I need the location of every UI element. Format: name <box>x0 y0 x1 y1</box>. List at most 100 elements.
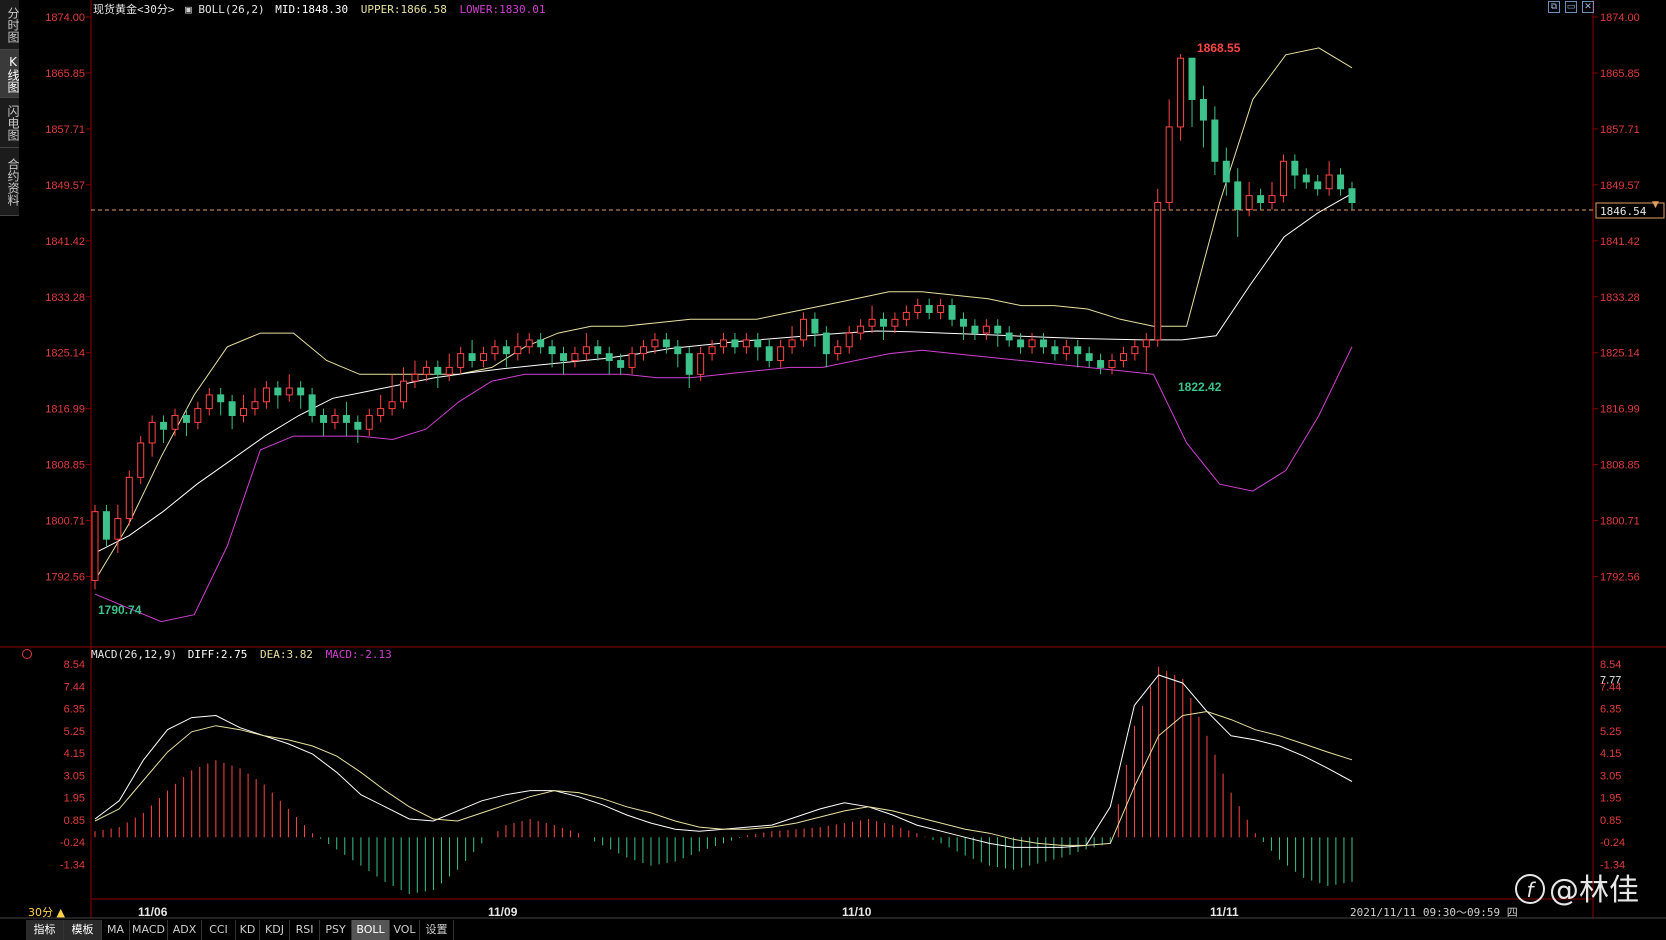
candle[interactable] <box>1245 195 1253 210</box>
toolbar-tab-0[interactable]: 指标 <box>26 920 64 940</box>
toolbar-tab-4[interactable]: ADX <box>168 920 202 940</box>
candle[interactable] <box>857 325 865 334</box>
period-selector[interactable]: 30分 ▲ <box>28 906 65 919</box>
candle[interactable] <box>320 414 328 423</box>
toolbar-tab-2[interactable]: MA <box>102 920 130 940</box>
candle[interactable] <box>765 346 773 362</box>
candle[interactable] <box>891 318 899 327</box>
toolbar-tab-11[interactable]: VOL <box>390 920 420 940</box>
candle[interactable] <box>1074 346 1082 355</box>
candle[interactable] <box>822 332 830 355</box>
candle[interactable] <box>148 421 156 444</box>
candle[interactable] <box>731 339 739 348</box>
candle[interactable] <box>720 339 727 348</box>
candle[interactable] <box>742 339 750 348</box>
candle[interactable] <box>480 353 488 362</box>
candle[interactable] <box>468 353 476 362</box>
candle[interactable] <box>262 387 270 403</box>
toolbar-tab-8[interactable]: RSI <box>290 920 320 940</box>
candle[interactable] <box>217 394 225 403</box>
candle[interactable] <box>251 401 259 410</box>
candle[interactable] <box>1005 332 1013 341</box>
candle[interactable] <box>331 414 339 423</box>
candle[interactable] <box>194 408 202 423</box>
candle[interactable] <box>571 353 579 362</box>
candles[interactable] <box>91 54 1356 590</box>
candle[interactable] <box>605 353 613 362</box>
candle[interactable] <box>1165 126 1173 204</box>
candle[interactable] <box>91 511 99 581</box>
candle[interactable] <box>971 325 979 334</box>
candle[interactable] <box>388 401 396 410</box>
side-tab-kline[interactable]: K线图 <box>0 50 20 98</box>
toolbar-tab-5[interactable]: CCI <box>202 920 236 940</box>
candle[interactable] <box>628 353 636 368</box>
candle[interactable] <box>205 394 213 410</box>
candle[interactable] <box>674 346 682 355</box>
boll-settings-icon[interactable]: ▣ <box>185 3 192 16</box>
candle[interactable] <box>925 305 933 313</box>
candle[interactable] <box>308 394 316 416</box>
candle[interactable] <box>1142 339 1150 348</box>
candle[interactable] <box>1302 174 1310 183</box>
candle[interactable] <box>514 346 522 355</box>
candle[interactable] <box>1177 57 1185 128</box>
candle[interactable] <box>1051 346 1059 355</box>
toolbar-tab-9[interactable]: PSY <box>320 920 352 940</box>
candle[interactable] <box>525 339 533 348</box>
candle[interactable] <box>102 511 110 540</box>
candle[interactable] <box>137 442 145 478</box>
candle[interactable] <box>422 366 430 375</box>
candle[interactable] <box>868 318 876 327</box>
candle[interactable] <box>1211 119 1219 162</box>
candle[interactable] <box>1325 174 1333 190</box>
candle[interactable] <box>377 408 385 416</box>
candle[interactable] <box>845 332 853 348</box>
minimize-window-icon[interactable]: ▭ <box>1565 1 1577 13</box>
candle[interactable] <box>1108 360 1116 368</box>
candle[interactable] <box>228 401 236 416</box>
candle[interactable] <box>560 353 568 362</box>
candle[interactable] <box>297 387 305 396</box>
candle[interactable] <box>582 346 590 355</box>
candle[interactable] <box>342 414 350 423</box>
candle[interactable] <box>959 318 967 327</box>
candle[interactable] <box>1085 353 1093 362</box>
candle[interactable] <box>502 346 510 355</box>
candle[interactable] <box>1199 98 1207 121</box>
candle[interactable] <box>457 353 465 368</box>
candle[interactable] <box>125 476 133 520</box>
candle[interactable] <box>1279 160 1287 197</box>
candle[interactable] <box>948 305 956 320</box>
candle[interactable] <box>491 346 499 355</box>
candle[interactable] <box>1062 346 1070 355</box>
candle[interactable] <box>274 387 282 396</box>
candle[interactable] <box>182 414 190 423</box>
toolbar-tab-12[interactable]: 设置 <box>420 920 454 940</box>
toolbar-tab-1[interactable]: 模板 <box>64 920 102 940</box>
candle[interactable] <box>1017 339 1025 348</box>
candle[interactable] <box>697 353 705 375</box>
side-tab-timeshare[interactable]: 分时图 <box>0 0 20 50</box>
candle[interactable] <box>285 387 293 396</box>
toolbar-tab-6[interactable]: KD <box>236 920 260 940</box>
candle[interactable] <box>240 408 248 416</box>
toolbar-tab-10[interactable]: BOLL <box>352 920 390 940</box>
candle[interactable] <box>708 346 716 355</box>
side-tab-flash[interactable]: 闪电图 <box>0 98 20 148</box>
candle[interactable] <box>434 366 442 375</box>
candle[interactable] <box>365 414 373 430</box>
candle[interactable] <box>651 339 659 348</box>
candle[interactable] <box>788 339 796 348</box>
candle[interactable] <box>902 311 910 320</box>
candle[interactable] <box>354 421 362 430</box>
toolbar-tab-7[interactable]: KDJ <box>260 920 290 940</box>
candle[interactable] <box>937 305 945 313</box>
side-tab-contract-info[interactable]: 合约资料 <box>0 148 20 216</box>
candle[interactable] <box>799 318 807 341</box>
candle[interactable] <box>594 346 602 355</box>
candle[interactable] <box>1257 195 1265 204</box>
candle[interactable] <box>640 346 648 355</box>
candle[interactable] <box>537 339 545 348</box>
candle[interactable] <box>1028 339 1036 348</box>
